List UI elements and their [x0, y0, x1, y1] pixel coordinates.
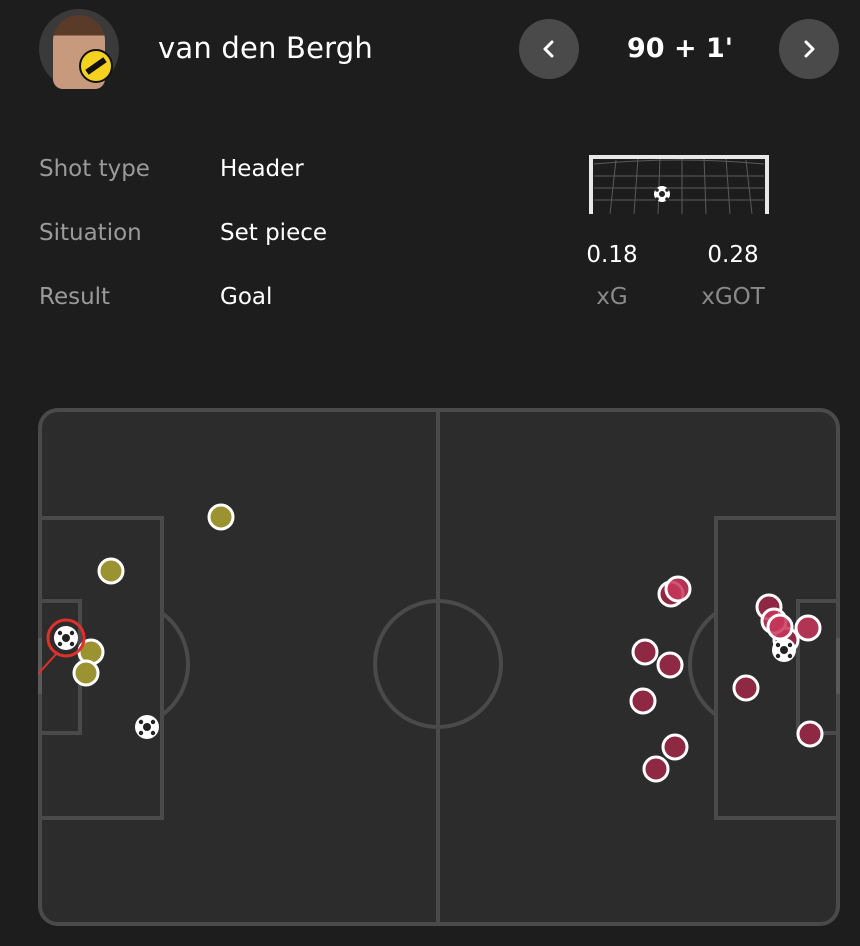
away-shot-highlight: [794, 614, 822, 642]
goal-mouth-graphic: [589, 155, 769, 215]
result-value: Goal: [220, 284, 273, 310]
away-shot: [732, 674, 760, 702]
shot-type-label: Shot type: [39, 156, 150, 182]
next-shot-button[interactable]: [779, 19, 839, 79]
situation-value: Set piece: [220, 220, 328, 246]
center-circle: [373, 599, 503, 729]
player-avatar: [39, 9, 119, 89]
away-shot: [656, 651, 684, 679]
right-goal: [836, 638, 840, 694]
xgot-label: xGOT: [701, 284, 765, 310]
away-shot: [642, 755, 670, 783]
home-shot: [207, 503, 235, 531]
away-shot: [629, 687, 657, 715]
right-penalty-box: [714, 516, 838, 820]
previous-shot-button[interactable]: [519, 19, 579, 79]
selected-goal-ball-icon: [54, 626, 78, 650]
left-penalty-arc: [160, 611, 191, 717]
away-shot: [661, 733, 689, 761]
left-goal: [38, 638, 42, 694]
home-goal-ball-icon: [135, 715, 159, 739]
away-goal-ball-icon: [772, 638, 796, 662]
shot-map-pitch: [38, 408, 840, 926]
left-penalty-box: [40, 516, 164, 820]
chevron-right-icon: [804, 40, 815, 58]
home-shot: [97, 557, 125, 585]
away-shot: [631, 638, 659, 666]
selected-shot-trajectory: [38, 651, 59, 675]
situation-label: Situation: [39, 220, 142, 246]
selected-shot-ring: [46, 618, 86, 658]
away-shot: [796, 720, 824, 748]
shot-ball-icon: [654, 186, 670, 202]
player-name[interactable]: van den Bergh: [158, 31, 373, 65]
result-label: Result: [39, 284, 111, 310]
away-shot-highlight: [766, 613, 794, 641]
shot-minute: 90 + 1': [626, 33, 734, 64]
xgot-value: 0.28: [707, 242, 759, 268]
right-penalty-arc: [687, 611, 718, 717]
away-shot-highlight: [664, 575, 692, 603]
team-logo: [79, 49, 113, 83]
xg-value: 0.18: [586, 242, 638, 268]
chevron-left-icon: [543, 40, 554, 58]
shot-type-value: Header: [220, 156, 304, 182]
xg-label: xG: [596, 284, 628, 310]
home-shot: [72, 659, 100, 687]
